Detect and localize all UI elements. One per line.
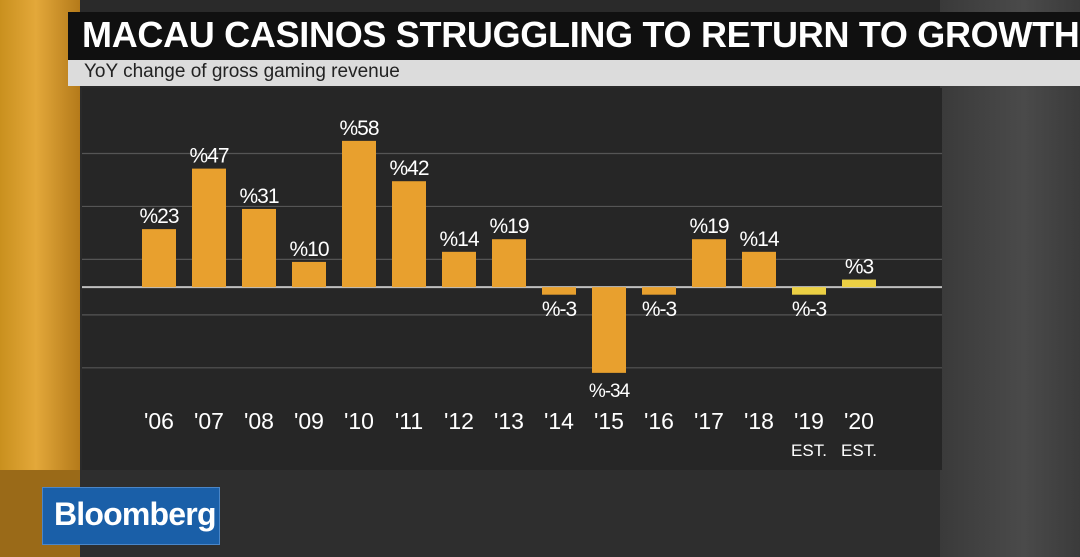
bar-11 [692, 239, 726, 288]
data-label-10: %-3 [642, 298, 677, 321]
category-label-7: '13 [494, 408, 524, 434]
data-label-1: %47 [189, 145, 228, 168]
category-label-12: '18 [744, 408, 774, 434]
bar-13 [792, 287, 826, 295]
category-label-4: '10 [344, 408, 374, 434]
category-label-13: '19 [794, 408, 824, 434]
bar-8 [542, 287, 576, 295]
bar-layer [142, 140, 876, 373]
data-label-13: %-3 [792, 298, 827, 321]
data-label-4: %58 [339, 117, 378, 140]
data-label-2: %31 [239, 185, 278, 208]
data-label-8: %-3 [542, 298, 577, 321]
category-label-6: '12 [444, 408, 474, 434]
background-right-panel [940, 0, 1080, 557]
subtitle-bar [68, 60, 1080, 86]
bar-5 [392, 181, 426, 288]
data-label-0: %23 [139, 205, 178, 228]
data-label-3: %10 [289, 238, 328, 261]
bar-7 [492, 239, 526, 288]
bloomberg-logo: Bloomberg [54, 496, 217, 532]
data-label-7: %19 [489, 215, 528, 238]
category-label-8: '14 [544, 408, 574, 434]
bar-2 [242, 208, 276, 288]
category-note-14: EST. [841, 441, 877, 460]
category-label-2: '08 [244, 408, 274, 434]
bar-9 [592, 287, 626, 373]
data-label-9: %-34 [589, 381, 631, 402]
bar-4 [342, 140, 376, 288]
category-label-9: '15 [594, 408, 624, 434]
category-label-0: '06 [144, 408, 174, 434]
data-label-6: %14 [439, 228, 479, 251]
data-label-11: %19 [689, 215, 728, 238]
category-label-3: '09 [294, 408, 324, 434]
category-note-13: EST. [791, 441, 827, 460]
bar-3 [292, 261, 326, 288]
category-label-14: '20 [844, 408, 874, 434]
bar-6 [442, 251, 476, 288]
bar-chart: %23 '06 %47 '07 %31 '08 %10 '09 %58 '10 %42 '11 %14 '… [82, 117, 942, 460]
data-label-14: %3 [845, 256, 874, 279]
background-bottom-panel [80, 470, 940, 557]
bar-12 [742, 251, 776, 288]
background-left-panel [0, 0, 80, 557]
chart-subtitle: YoY change of gross gaming revenue [84, 61, 400, 82]
chart-title: MACAU CASINOS STRUGGLING TO RETURN TO GR… [82, 14, 1080, 55]
title-bar [68, 12, 1080, 60]
data-label-12: %14 [739, 228, 779, 251]
label-layer: %23 '06 %47 '07 %31 '08 %10 '09 %58 '10 %42 '11 %14 '… [139, 117, 876, 460]
category-label-10: '16 [644, 408, 674, 434]
category-label-1: '07 [194, 408, 224, 434]
bloomberg-logo-box [42, 487, 220, 545]
bar-10 [642, 287, 676, 295]
category-label-11: '17 [694, 408, 724, 434]
bar-0 [142, 229, 176, 288]
bar-1 [192, 168, 226, 288]
bar-14 [842, 279, 876, 288]
category-label-5: '11 [395, 408, 423, 434]
data-label-5: %42 [389, 157, 428, 180]
